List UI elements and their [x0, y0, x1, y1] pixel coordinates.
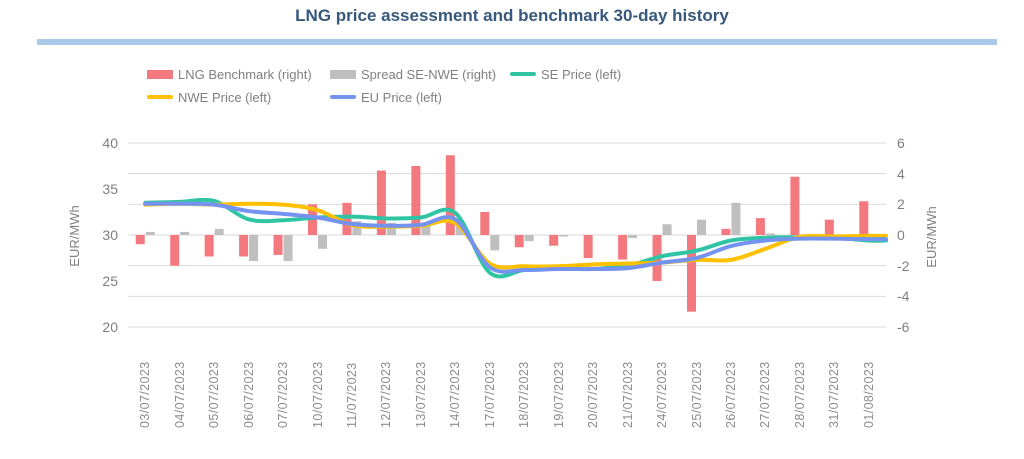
eu-price-swatch-icon [330, 95, 356, 99]
lng-benchmark-bar [342, 202, 352, 235]
lng-benchmark-bar [135, 235, 145, 245]
lng-benchmark-bar [859, 201, 869, 235]
legend-label: SE Price (left) [541, 66, 622, 82]
lng-benchmark-bar [204, 235, 214, 257]
x-axis-date-label: 01/08/2023 [861, 361, 876, 428]
lng-benchmark-bar [687, 235, 696, 312]
nwe-price-swatch-icon [147, 95, 173, 99]
x-axis-date-label: 05/07/2023 [207, 361, 222, 428]
spread-se-nwe-bar [214, 228, 224, 235]
spread-se-nwe-bar [662, 224, 672, 235]
spread-se-nwe-bar [283, 235, 293, 262]
lng-benchmark-bar [618, 235, 628, 260]
lng-benchmark-bar [376, 170, 386, 235]
lng-benchmark-bar [721, 228, 731, 235]
spread-se-nwe-bar [352, 221, 362, 235]
x-axis-date-label: 26/07/2023 [723, 361, 738, 428]
left-axis-tick-label: 35 [102, 181, 118, 197]
x-axis-date-label: 06/07/2023 [241, 361, 256, 428]
x-axis-date-label: 13/07/2023 [413, 361, 428, 428]
spread-se-nwe-bar [628, 235, 638, 239]
chart-title: LNG price assessment and benchmark 30-da… [295, 6, 729, 25]
title-underline-rule [37, 39, 997, 45]
spread-se-nwe-bar [765, 233, 775, 235]
right-axis-tick-label: 6 [897, 135, 905, 151]
legend-item-se-price: SE Price (left) [510, 66, 621, 82]
lng-benchmark-bar [790, 176, 800, 235]
lng-benchmark-bar [583, 235, 593, 258]
x-axis-date-label: 12/07/2023 [379, 361, 394, 428]
x-axis-date-label: 04/07/2023 [172, 361, 187, 428]
right-axis-tick-label: 4 [897, 165, 905, 182]
x-axis-date-label: 25/07/2023 [689, 361, 704, 428]
spread-se-nwe-bar [386, 222, 396, 235]
lng-benchmark-bar [170, 235, 180, 266]
nwe-price-line [143, 201, 888, 270]
lng-benchmark-bar [480, 212, 490, 235]
x-axis-date-label: 03/07/2023 [138, 361, 153, 428]
legend-item-nwe-price: NWE Price (left) [147, 89, 271, 105]
left-axis-tick-label: 30 [102, 227, 118, 243]
x-axis-date-label: 20/07/2023 [586, 361, 601, 428]
spread-se-nwe-bar [180, 231, 190, 235]
right-axis-tick-label: -6 [897, 319, 910, 335]
x-axis-date-label: 18/07/2023 [517, 361, 532, 428]
spread-se-nwe-bar [559, 235, 569, 237]
right-axis-tick-label: 2 [897, 196, 905, 213]
legend-item-lng-benchmark: LNG Benchmark (right) [147, 66, 312, 82]
spread-se-nwe-bar [249, 235, 259, 262]
spread-se-nwe-bar [490, 235, 500, 251]
spread-se-nwe-bar [421, 222, 431, 235]
lng-benchmark-bar [549, 235, 559, 246]
left-axis-tick-label: 25 [102, 273, 118, 289]
legend-item-spread-se-nwe: Spread SE-NWE (right) [330, 66, 496, 82]
lng-benchmark-bar [273, 235, 283, 255]
lng-benchmark-bar [239, 235, 249, 257]
x-axis-date-label: 07/07/2023 [276, 361, 291, 428]
x-axis-date-label: 31/07/2023 [827, 361, 842, 428]
spread-se-nwe-bar [145, 231, 155, 235]
spread-se-nwe-bar [731, 202, 741, 235]
x-axis-date-label: 27/07/2023 [758, 361, 773, 428]
x-axis-date-label: 17/07/2023 [482, 361, 497, 428]
lng-benchmark-bar [824, 219, 834, 235]
x-axis-date-label: 21/07/2023 [620, 361, 635, 428]
legend-item-eu-price: EU Price (left) [330, 89, 442, 105]
x-axis-date-label: 28/07/2023 [792, 361, 807, 428]
spread-se-nwe-bar [697, 219, 706, 235]
eu-price-line [143, 201, 888, 274]
x-axis-date-label: 14/07/2023 [448, 361, 463, 428]
spread-se-nwe-bar [318, 235, 327, 249]
lng-benchmark-bar [514, 235, 524, 248]
x-axis-date-label: 19/07/2023 [551, 361, 566, 428]
x-axis-date-label: 10/07/2023 [310, 361, 325, 428]
legend-label: LNG Benchmark (right) [178, 66, 312, 82]
spread-swatch-icon [330, 69, 356, 79]
right-axis-tick-label: -2 [897, 257, 910, 274]
right-axis-tick-label: 0 [897, 227, 905, 243]
lng-benchmark-bar [755, 218, 765, 235]
left-axis-tick-label: 20 [102, 319, 118, 335]
left-axis-tick-label: 40 [102, 135, 118, 151]
lng-benchmark-bar [445, 155, 455, 235]
lng-benchmark-swatch-icon [147, 69, 173, 79]
x-axis-date-label: 24/07/2023 [655, 361, 670, 428]
lng-benchmark-bar [411, 166, 421, 235]
spread-se-nwe-bar [524, 235, 534, 242]
legend-label: EU Price (left) [361, 89, 442, 105]
se-price-swatch-icon [510, 72, 536, 76]
legend-label: Spread SE-NWE (right) [361, 66, 497, 82]
legend-label: NWE Price (left) [178, 89, 272, 105]
right-axis-tick-label: -4 [897, 288, 910, 305]
x-axis-date-label: 11/07/2023 [344, 362, 359, 428]
